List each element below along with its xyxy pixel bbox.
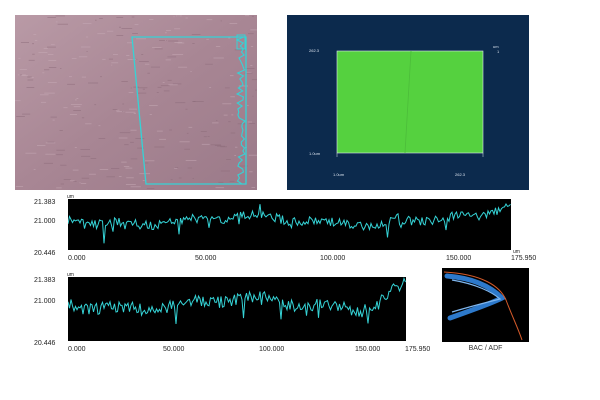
profile1-x-unit: um: [513, 249, 520, 255]
profile1-xtick-4: 175.950: [511, 255, 537, 262]
profile2-xtick-1: 50.000: [163, 346, 185, 353]
profile1-xtick-0: 0.000: [68, 255, 86, 262]
region-marker: [236, 34, 246, 50]
map-x-left-label: 1.0um: [333, 172, 345, 177]
micrograph-image: [15, 15, 257, 190]
profile2-xtick-4: 175.950: [405, 346, 431, 353]
height-map-plot: [336, 50, 484, 157]
profile2-ytick-bottom: 20.446: [34, 340, 56, 347]
profile2-ytick-mid: 21.000: [34, 298, 56, 305]
bac-blue-band: [444, 273, 507, 321]
profile2-plot: [67, 276, 406, 341]
profile1-unit: um: [67, 194, 74, 200]
map-y-top-label: 262.3: [309, 48, 320, 53]
profile2-xtick-2: 100.000: [259, 346, 285, 353]
profile1-xtick-3: 150.000: [446, 255, 472, 262]
bac-adf-caption: BAC / ADF: [468, 345, 503, 352]
surface-micrograph: [15, 15, 257, 190]
profile1-ytick-mid: 21.000: [34, 218, 56, 225]
profile1-ytick-top: 21.383: [34, 199, 56, 206]
map-x-right-label: 262.3: [455, 172, 466, 177]
map-corner-unit: um: [493, 44, 499, 49]
profile2-ytick-top: 21.383: [34, 277, 56, 284]
map-y-bottom-label: 1.0um: [309, 151, 321, 156]
profile1-trace: [67, 202, 511, 244]
profile2-xtick-0: 0.000: [68, 346, 86, 353]
profile1-ytick-bottom: 20.446: [34, 250, 56, 257]
profile2-xtick-3: 150.000: [355, 346, 381, 353]
edge-trace: [235, 36, 246, 185]
profile2-unit: um: [67, 272, 74, 278]
profile1-xtick-2: 100.000: [320, 255, 346, 262]
bac-blue-inner: [451, 279, 502, 313]
selection-region: [131, 36, 247, 185]
map-corner-value: 1: [497, 49, 500, 54]
profile2-trace: [67, 276, 406, 325]
bac-adf-plot: [442, 268, 529, 342]
height-map-panel: 262.3 1.0um 1.0um 262.3 um 1: [287, 15, 529, 190]
profile1-xtick-1: 50.000: [195, 255, 217, 262]
profile1-plot: [67, 199, 511, 250]
adf-red-curve: [443, 271, 523, 341]
